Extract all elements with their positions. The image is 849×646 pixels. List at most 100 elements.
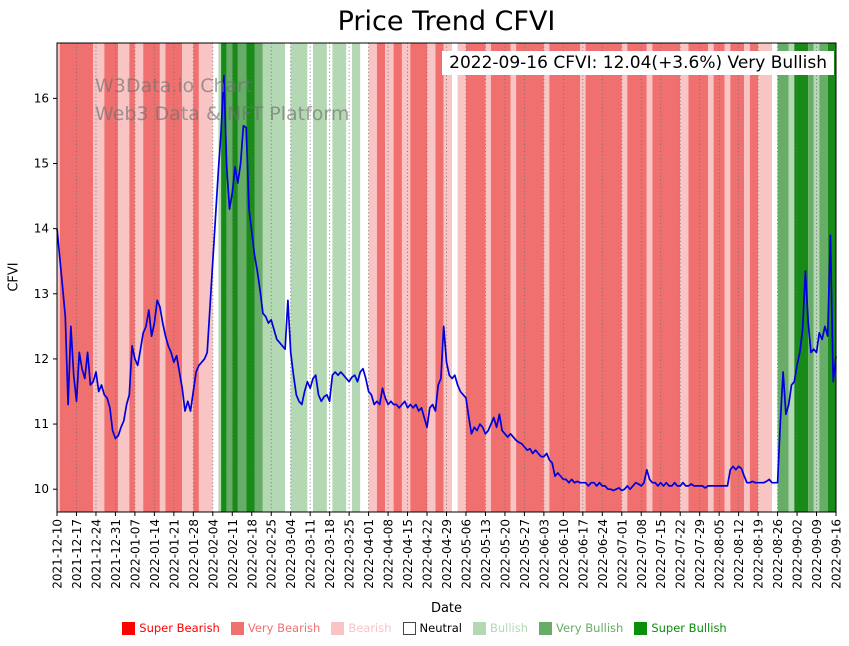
sentiment-band-bearish — [443, 43, 452, 512]
sentiment-band-very-bearish — [143, 43, 160, 512]
sentiment-band-very-bearish — [627, 43, 647, 512]
sentiment-band-very-bullish — [237, 43, 247, 512]
x-tick-label: 2022-06-10 — [557, 519, 571, 589]
sentiment-band-bullish — [218, 43, 222, 512]
x-tick-label: 2022-09-09 — [810, 519, 824, 589]
x-tick-label: 2022-02-25 — [265, 519, 279, 589]
sentiment-band-very-bearish — [730, 43, 745, 512]
x-tick-label: 2022-03-04 — [284, 519, 298, 589]
legend-label: Very Bearish — [247, 621, 321, 635]
sentiment-band-neutral — [285, 43, 291, 512]
sentiment-band-very-bearish — [652, 43, 681, 512]
legend-label: Super Bullish — [651, 621, 727, 635]
sentiment-band-bullish — [788, 43, 795, 512]
sentiment-band-bearish — [680, 43, 689, 512]
y-tick-label: 14 — [34, 222, 49, 236]
legend-item-super-bearish: Super Bearish — [122, 621, 220, 635]
sentiment-band-bullish — [351, 43, 361, 512]
sentiment-band-bearish — [182, 43, 194, 512]
x-tick-label: 2022-05-06 — [459, 519, 473, 589]
x-tick-label: 2022-04-15 — [401, 519, 415, 589]
x-tick-label: 2022-01-21 — [167, 519, 181, 589]
x-tick-label: 2022-07-29 — [693, 519, 707, 589]
sentiment-band-bearish — [543, 43, 550, 512]
legend-swatch-icon — [402, 621, 416, 635]
legend-swatch-icon — [634, 621, 648, 635]
x-tick-label: 2022-08-19 — [752, 519, 766, 589]
sentiment-band-neutral — [212, 43, 219, 512]
sentiment-band-bearish — [159, 43, 166, 512]
legend-swatch-icon — [122, 621, 136, 635]
y-tick-label: 11 — [34, 417, 49, 431]
sentiment-band-very-bearish — [549, 43, 580, 512]
legend-swatch-icon — [539, 621, 553, 635]
sentiment-band-bearish — [646, 43, 653, 512]
legend: Super Bearish Very Bearish Bearish Neutral B… — [0, 621, 849, 635]
sentiment-band-very-bearish — [193, 43, 199, 512]
cfvi-line — [56, 74, 837, 492]
sentiment-band-very-bearish — [104, 43, 119, 512]
x-tick-label: 2022-02-11 — [226, 519, 240, 589]
sentiment-band-very-bearish — [491, 43, 511, 512]
sentiment-band-bearish — [708, 43, 714, 512]
sentiment-band-bearish — [198, 43, 213, 512]
y-tick-label: 16 — [34, 91, 49, 105]
sentiment-band-bearish — [368, 43, 377, 512]
sentiment-band-bearish — [485, 43, 491, 512]
y-axis-label: CFVI — [6, 262, 22, 292]
sentiment-band-very-bearish — [376, 43, 386, 512]
sentiment-band-very-bullish — [819, 43, 828, 512]
sentiment-band-bearish — [57, 43, 60, 512]
x-tick-label: 2022-02-18 — [245, 519, 259, 589]
legend-label: Neutral — [419, 621, 462, 635]
legend-item-very-bullish: Very Bullish — [539, 621, 623, 635]
legend-label: Super Bearish — [139, 621, 220, 635]
sentiment-band-very-bearish — [410, 43, 427, 512]
legend-label: Very Bullish — [556, 621, 624, 635]
legend-item-neutral: Neutral — [402, 621, 462, 635]
sentiment-band-bearish — [744, 43, 750, 512]
x-tick-label: 2022-01-28 — [187, 519, 201, 589]
sentiment-band-bearish — [385, 43, 394, 512]
sentiment-band-very-bearish — [466, 43, 486, 512]
sentiment-band-bearish — [457, 43, 466, 512]
y-tick-label: 12 — [34, 352, 49, 366]
legend-label: Bullish — [489, 621, 529, 635]
x-tick-label: 2022-03-11 — [304, 519, 318, 589]
x-tick-label: 2022-08-05 — [713, 519, 727, 589]
x-tick-label: 2022-06-24 — [596, 519, 610, 589]
x-tick-label: 2022-09-02 — [791, 519, 805, 589]
legend-swatch-icon — [331, 621, 345, 635]
sentiment-band-bearish — [402, 43, 411, 512]
x-tick-label: 2021-12-10 — [51, 519, 65, 589]
x-tick-label: 2022-04-08 — [382, 519, 396, 589]
sentiment-band-bullish — [313, 43, 327, 512]
sentiment-band-neutral — [772, 43, 778, 512]
x-tick-label: 2022-05-27 — [518, 519, 532, 589]
sentiment-band-super-bullish — [232, 43, 238, 512]
x-tick-label: 2021-12-24 — [89, 519, 103, 589]
x-tick-label: 2022-07-22 — [674, 519, 688, 589]
y-tick-label: 10 — [34, 482, 49, 496]
sentiment-band-very-bearish — [393, 43, 402, 512]
x-tick-label: 2022-05-13 — [479, 519, 493, 589]
sentiment-band-bearish — [621, 43, 628, 512]
legend-item-very-bearish: Very Bearish — [230, 621, 321, 635]
sentiment-band-neutral — [452, 43, 458, 512]
x-tick-label: 2021-12-31 — [109, 519, 123, 589]
legend-label: Bearish — [348, 621, 392, 635]
x-tick-label: 2021-12-17 — [70, 519, 84, 589]
sentiment-band-super-bullish — [794, 43, 809, 512]
sentiment-band-bearish — [134, 43, 144, 512]
legend-item-bearish: Bearish — [331, 621, 392, 635]
sentiment-band-bullish — [290, 43, 308, 512]
sentiment-band-super-bullish — [246, 43, 255, 512]
y-tick-label: 15 — [34, 157, 49, 171]
x-tick-label: 2022-06-03 — [537, 519, 551, 589]
sentiment-band-very-bearish — [749, 43, 759, 512]
sentiment-band-very-bullish — [226, 43, 233, 512]
legend-swatch-icon — [230, 621, 244, 635]
sentiment-band-bearish — [758, 43, 772, 512]
x-tick-label: 2022-01-14 — [148, 519, 162, 589]
